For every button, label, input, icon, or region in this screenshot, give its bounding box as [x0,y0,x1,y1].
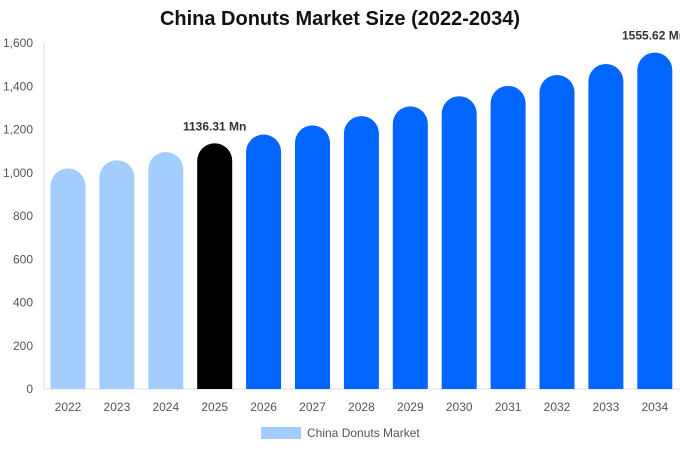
y-tick-label: 800 [13,209,33,223]
bar-2023 [99,160,135,389]
x-tick-label: 2034 [641,400,668,414]
x-tick-label: 2026 [250,400,277,414]
data-label-2025: 1136.31 Mn [183,119,246,133]
x-tick-label: 2032 [544,400,571,414]
data-label-2034: 1555.62 Mn [622,29,680,43]
y-tick-label: 1,600 [3,36,33,50]
bar-chart: 0 200 400 600 800 1,000 1,200 1,400 1,600 2022 202… [3,29,680,414]
x-tick-label: 2033 [593,400,620,414]
bar-2022 [50,168,86,389]
legend-label: China Donuts Market [307,426,420,440]
x-tick-label: 2029 [397,400,424,414]
y-tick-label: 1,200 [3,123,33,137]
bar-2031 [490,85,526,389]
bar-2030 [441,96,477,389]
x-tick-label: 2027 [299,400,326,414]
bar-2024 [148,151,184,389]
bar-2026 [246,134,282,389]
bar-2034 [637,52,673,390]
bar-2028 [343,116,379,389]
legend[interactable]: China Donuts Market [261,426,420,440]
bar-2032 [539,75,575,389]
x-tick-label: 2022 [55,400,82,414]
y-tick-label: 400 [13,296,33,310]
bar-2025 [197,143,233,389]
chart-title: China Donuts Market Size (2022-2034) [159,8,521,30]
y-tick-label: 1,000 [3,166,33,180]
y-tick-label: 0 [26,382,33,396]
y-tick-label: 1,400 [3,79,33,93]
x-tick-label: 2024 [152,400,179,414]
bar-2033 [588,63,624,389]
x-tick-label: 2028 [348,400,375,414]
legend-swatch [261,427,301,439]
x-tick-label: 2031 [495,400,522,414]
y-tick-label: 200 [13,339,33,353]
bar-2029 [392,106,428,389]
bar-2027 [295,125,330,390]
x-tick-label: 2030 [446,400,473,414]
y-tick-label: 600 [13,252,33,266]
x-tick-label: 2025 [201,400,228,414]
x-tick-label: 2023 [104,400,131,414]
